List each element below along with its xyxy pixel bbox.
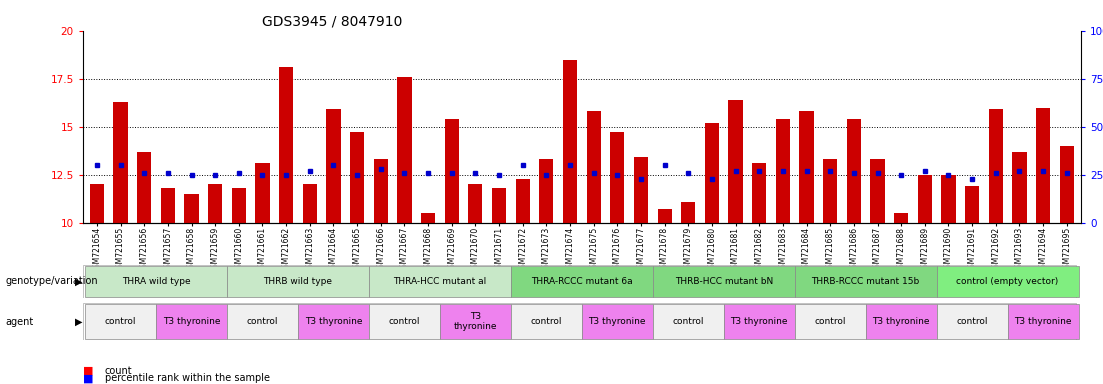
Text: agent: agent	[6, 316, 34, 327]
Bar	[1008, 305, 1079, 339]
Text: ■: ■	[83, 373, 94, 383]
Text: percentile rank within the sample: percentile rank within the sample	[105, 373, 270, 383]
Bar	[634, 157, 649, 223]
Bar	[1060, 146, 1074, 223]
Bar	[752, 163, 767, 223]
Bar	[610, 132, 624, 223]
Bar	[895, 213, 908, 223]
Bar	[184, 194, 199, 223]
Bar	[988, 109, 1003, 223]
Bar	[823, 159, 837, 223]
Text: ▶: ▶	[75, 316, 83, 327]
Bar	[918, 175, 932, 223]
Bar	[724, 305, 795, 339]
Text: THRA-RCCC mutant 6a: THRA-RCCC mutant 6a	[531, 277, 633, 286]
Bar	[775, 119, 790, 223]
Bar	[156, 305, 227, 339]
Bar	[85, 305, 156, 339]
Bar	[114, 102, 128, 223]
Bar	[936, 266, 1079, 296]
Bar	[653, 305, 724, 339]
Text: control: control	[388, 317, 420, 326]
Bar	[866, 305, 936, 339]
Bar	[227, 266, 368, 296]
Bar	[1013, 152, 1027, 223]
Bar	[705, 123, 719, 223]
Text: T3 thyronine: T3 thyronine	[730, 317, 788, 326]
Bar	[279, 67, 293, 223]
Bar	[847, 119, 861, 223]
Bar	[89, 184, 104, 223]
Bar	[587, 111, 601, 223]
Bar	[582, 305, 653, 339]
Text: THRA-HCC mutant al: THRA-HCC mutant al	[394, 277, 486, 286]
Bar	[350, 132, 364, 223]
Text: T3 thyronine: T3 thyronine	[163, 317, 221, 326]
Bar	[227, 305, 298, 339]
Text: THRA wild type: THRA wild type	[121, 277, 191, 286]
Text: genotype/variation: genotype/variation	[6, 276, 98, 286]
Bar	[682, 202, 695, 223]
Bar	[298, 305, 368, 339]
Bar	[232, 188, 246, 223]
Bar	[469, 184, 482, 223]
Text: GDS3945 / 8047910: GDS3945 / 8047910	[263, 14, 403, 28]
Bar	[256, 163, 269, 223]
Bar	[421, 213, 436, 223]
Text: T3 thyronine: T3 thyronine	[1015, 317, 1072, 326]
Text: T3 thyronine: T3 thyronine	[589, 317, 646, 326]
Text: control: control	[956, 317, 988, 326]
Bar	[563, 60, 577, 223]
Bar	[539, 159, 554, 223]
Bar	[374, 159, 388, 223]
Bar	[795, 266, 936, 296]
Bar	[941, 175, 955, 223]
Text: control: control	[105, 317, 137, 326]
Text: control: control	[531, 317, 563, 326]
Bar	[302, 184, 317, 223]
Bar	[326, 109, 341, 223]
Bar	[85, 266, 227, 296]
Text: ▶: ▶	[75, 276, 83, 286]
Bar	[397, 77, 411, 223]
Bar	[936, 305, 1008, 339]
Bar	[492, 188, 506, 223]
Bar	[368, 305, 440, 339]
Bar	[440, 305, 511, 339]
Bar	[657, 209, 672, 223]
Bar	[728, 100, 742, 223]
Text: count: count	[105, 366, 132, 376]
Text: THRB wild type: THRB wild type	[264, 277, 332, 286]
Text: control: control	[247, 317, 278, 326]
Text: THRB-HCC mutant bN: THRB-HCC mutant bN	[675, 277, 773, 286]
Bar	[795, 305, 866, 339]
Bar	[1036, 108, 1050, 223]
Text: T3
thyronine: T3 thyronine	[453, 312, 497, 331]
Bar	[137, 152, 151, 223]
Bar	[515, 179, 529, 223]
Bar	[161, 188, 175, 223]
Text: control: control	[814, 317, 846, 326]
Bar	[511, 305, 582, 339]
Text: T3 thyronine: T3 thyronine	[304, 317, 362, 326]
Bar	[511, 266, 653, 296]
Bar	[653, 266, 795, 296]
Text: control (empty vector): control (empty vector)	[956, 277, 1059, 286]
Bar	[368, 266, 511, 296]
Bar	[445, 119, 459, 223]
Bar	[870, 159, 885, 223]
Text: T3 thyronine: T3 thyronine	[872, 317, 930, 326]
Bar	[965, 186, 979, 223]
Bar	[800, 111, 814, 223]
Text: ■: ■	[83, 366, 94, 376]
Bar	[208, 184, 223, 223]
Text: control: control	[673, 317, 704, 326]
Text: THRB-RCCC mutant 15b: THRB-RCCC mutant 15b	[812, 277, 920, 286]
